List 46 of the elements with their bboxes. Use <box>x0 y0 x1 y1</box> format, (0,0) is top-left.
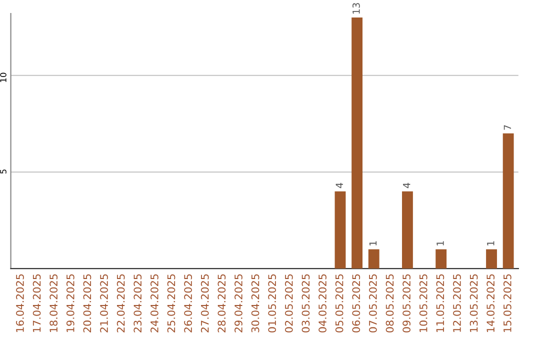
data-label: 4 <box>403 182 410 188</box>
bar <box>402 191 413 269</box>
x-tick-label: 08.05.2025 <box>386 274 394 332</box>
bar <box>334 191 346 269</box>
x-tick-label: 03.05.2025 <box>302 274 310 332</box>
x-tick-label: 13.05.2025 <box>470 274 478 332</box>
data-label: 1 <box>487 241 494 246</box>
x-tick-label: 14.05.2025 <box>486 274 495 332</box>
x-tick-label: 27.04.2025 <box>200 274 209 332</box>
bar <box>502 133 514 269</box>
x-tick-label: 04.05.2025 <box>318 274 326 332</box>
x-tick-label: 23.04.2025 <box>134 274 142 332</box>
x-tick-label: 28.04.2025 <box>218 274 226 332</box>
x-tick-label: 09.05.2025 <box>402 274 410 332</box>
data-label: 7 <box>504 125 511 130</box>
x-tick-label: 19.04.2025 <box>66 274 74 332</box>
x-tick-label: 22.04.2025 <box>116 274 125 332</box>
bar <box>436 249 447 269</box>
data-label: 4 <box>336 182 343 188</box>
data-label: 1 <box>369 241 377 246</box>
bar <box>352 17 363 269</box>
y-tick-label: 5 <box>0 170 6 174</box>
x-tick-label: 21.04.2025 <box>100 274 108 332</box>
data-label: 1 <box>436 241 444 246</box>
x-tick-label: 01.05.2025 <box>268 274 276 332</box>
x-tick-label: 25.04.2025 <box>167 274 176 332</box>
x-tick-label: 12.05.2025 <box>453 274 461 332</box>
x-tick-label: 16.04.2025 <box>16 274 24 332</box>
x-tick-label: 17.04.2025 <box>32 274 41 332</box>
x-tick-label: 05.05.2025 <box>335 274 344 332</box>
bar <box>368 249 380 269</box>
x-tick-label: 02.05.2025 <box>284 274 293 332</box>
data-label: 13 <box>352 3 360 14</box>
x-tick-label: 06.05.2025 <box>352 274 360 332</box>
x-tick-label: 18.04.2025 <box>50 274 58 332</box>
x-tick-label: 15.05.2025 <box>503 274 512 332</box>
x-tick-label: 10.05.2025 <box>419 274 428 332</box>
y-tick-label: 10 <box>0 72 6 82</box>
bar <box>486 249 497 269</box>
x-tick-label: 24.04.2025 <box>150 274 158 332</box>
x-tick-label: 11.05.2025 <box>436 274 444 332</box>
x-tick-label: 07.05.2025 <box>368 274 377 332</box>
x-tick-label: 26.04.2025 <box>184 274 192 332</box>
x-tick-label: 29.04.2025 <box>234 274 242 332</box>
x-tick-label: 30.04.2025 <box>251 274 260 332</box>
x-tick-label: 20.04.2025 <box>83 274 92 332</box>
